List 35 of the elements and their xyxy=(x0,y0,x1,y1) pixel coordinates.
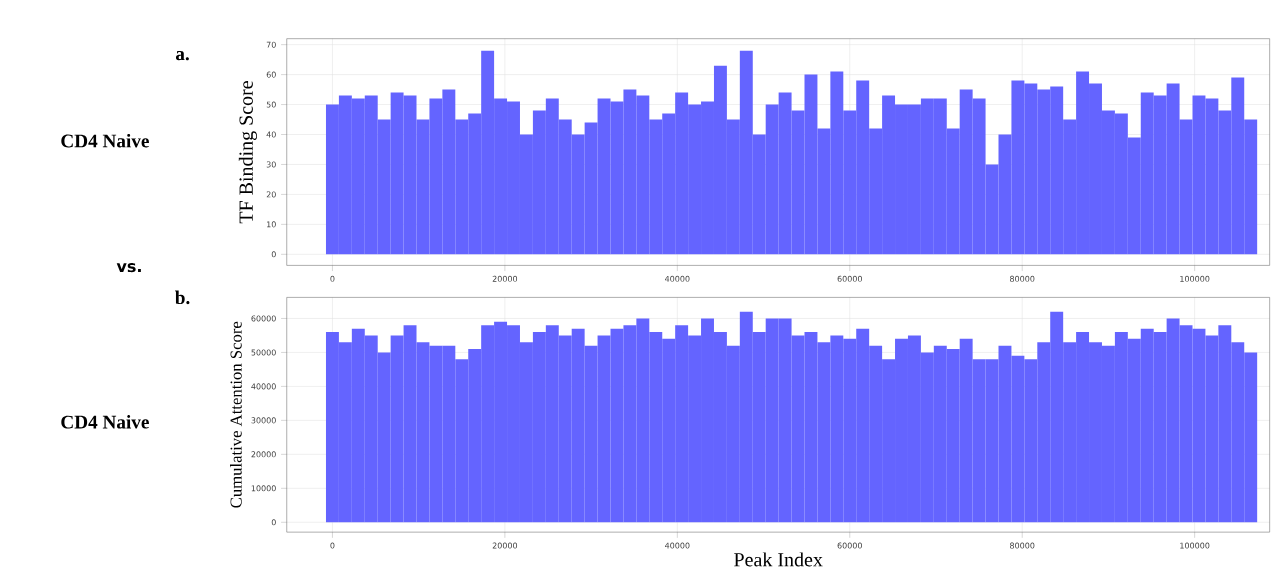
x-axis-title: Peak Index xyxy=(734,552,823,567)
y-tick-label: 40000 xyxy=(251,383,276,390)
x-tick-label: 0 xyxy=(330,275,335,282)
x-tick-label: 60000 xyxy=(837,275,862,282)
y-tick-label: 20 xyxy=(266,191,276,198)
y-tick-label: 10000 xyxy=(251,485,276,492)
x-tick-label: 80000 xyxy=(1010,275,1035,282)
y-tick-label: 40 xyxy=(266,131,276,138)
text: CD4 Naive xyxy=(61,414,149,429)
x-tick-label: 20000 xyxy=(492,542,518,549)
text: a. xyxy=(175,50,189,61)
y-axis-title: TF Binding Score xyxy=(238,80,257,224)
x-tick-label: 100000 xyxy=(1180,275,1210,282)
text: CD4 Naive xyxy=(61,133,149,148)
y-tick-label: 60 xyxy=(266,71,276,78)
x-tick-label: 100000 xyxy=(1180,542,1210,549)
y-tick-label: 0 xyxy=(271,251,276,258)
x-tick-label: 60000 xyxy=(837,542,862,549)
y-tick-label: 30000 xyxy=(251,417,276,424)
x-tick-label: 0 xyxy=(330,542,335,549)
x-tick-label: 40000 xyxy=(665,275,690,282)
y-tick-label: 10 xyxy=(267,221,276,228)
x-tick-label: 40000 xyxy=(665,542,690,549)
y-tick-label: 70 xyxy=(266,41,276,48)
y-tick-label: 30 xyxy=(266,161,276,168)
x-tick-label: 80000 xyxy=(1010,542,1035,549)
y-axis-title: Cumulative Attention Score xyxy=(230,321,242,508)
text: b. xyxy=(175,290,190,305)
y-tick-label: 50000 xyxy=(251,349,276,356)
y-tick-label: 60000 xyxy=(251,315,276,322)
y-tick-label: 0 xyxy=(271,519,276,526)
y-tick-label: 20000 xyxy=(251,451,276,458)
x-tick-label: 20000 xyxy=(492,275,518,282)
y-tick-label: 50 xyxy=(266,101,276,108)
text: vs. xyxy=(116,263,141,273)
